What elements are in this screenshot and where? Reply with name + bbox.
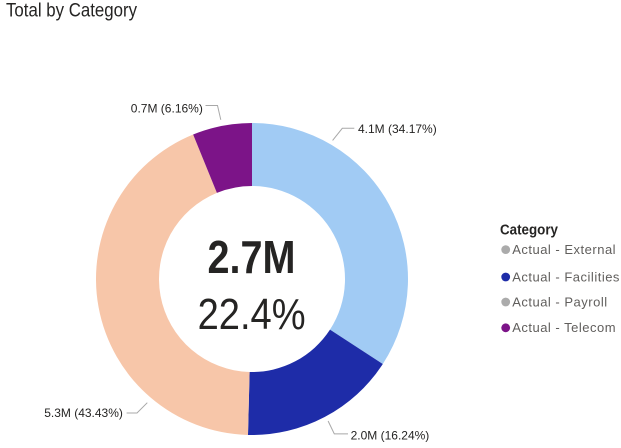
svg-text:2.0M (16.24%): 2.0M (16.24%) (351, 428, 430, 442)
svg-text:Actual - External: Actual - External (512, 242, 616, 257)
svg-text:4.1M (34.17%): 4.1M (34.17%) (358, 122, 437, 136)
svg-text:5.3M (43.43%): 5.3M (43.43%) (44, 406, 123, 420)
svg-text:Actual - Payroll: Actual - Payroll (512, 294, 607, 309)
svg-text:22.4%: 22.4% (198, 291, 306, 339)
svg-text:Category: Category (500, 222, 558, 238)
svg-text:Actual - Facilities: Actual - Facilities (512, 269, 620, 284)
svg-text:Actual - Telecom: Actual - Telecom (512, 320, 616, 335)
svg-text:2.7M: 2.7M (208, 231, 296, 283)
svg-text:Total by Category: Total by Category (6, 1, 137, 22)
svg-text:0.7M (6.16%): 0.7M (6.16%) (131, 102, 203, 116)
